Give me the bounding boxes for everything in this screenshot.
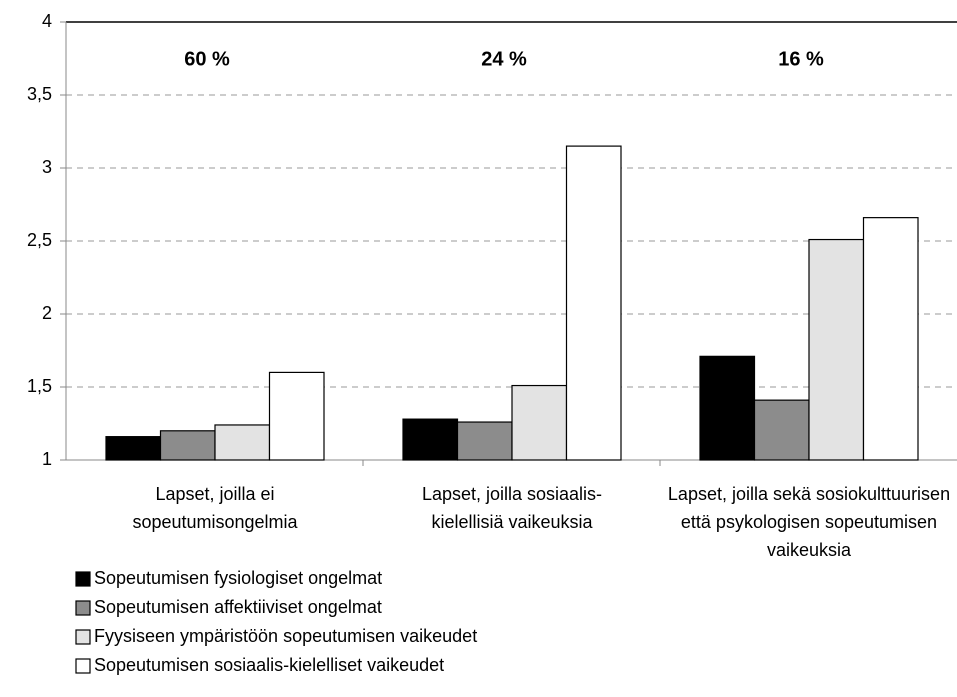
y-tick-label: 1 xyxy=(42,449,52,469)
legend-label: Sopeutumisen affektiiviset ongelmat xyxy=(94,597,382,617)
legend-swatch xyxy=(75,600,91,616)
y-tick-label: 2 xyxy=(42,303,52,323)
x-tick-label: Lapset, joilla sosiaalis-kielellisiä vai… xyxy=(421,484,603,532)
y-tick-label: 1,5 xyxy=(27,376,52,396)
bar xyxy=(808,238,865,461)
x-tick-label: Lapset, joilla ei sopeutumisongelmia xyxy=(132,484,298,532)
bar xyxy=(456,421,513,461)
bar xyxy=(753,399,810,461)
bar xyxy=(565,145,622,461)
bar xyxy=(214,424,271,461)
bar xyxy=(699,355,756,461)
bar xyxy=(159,430,216,461)
y-tick-label: 2,5 xyxy=(27,230,52,250)
legend-label: Sopeutumisen fysiologiset ongelmat xyxy=(94,568,382,588)
bar xyxy=(862,217,919,461)
y-tick-label: 3,5 xyxy=(27,84,52,104)
bar xyxy=(105,436,162,461)
annotation: 24 % xyxy=(481,48,527,70)
annotation: 16 % xyxy=(778,48,824,70)
annotation: 60 % xyxy=(184,48,230,70)
legend-swatch xyxy=(75,658,91,674)
y-tick-label: 4 xyxy=(42,11,52,31)
x-tick-label: Lapset, joilla sekä sosiokulttuurisen et… xyxy=(667,484,951,560)
bar xyxy=(268,371,325,461)
y-tick-label: 3 xyxy=(42,157,52,177)
legend-label: Fyysiseen ympäristöön sopeutumisen vaike… xyxy=(94,626,477,646)
legend-swatch xyxy=(75,629,91,645)
legend-swatch xyxy=(75,571,91,587)
bar xyxy=(511,384,568,461)
bar xyxy=(402,418,459,461)
legend-label: Sopeutumisen sosiaalis-kielelliset vaike… xyxy=(94,655,444,675)
